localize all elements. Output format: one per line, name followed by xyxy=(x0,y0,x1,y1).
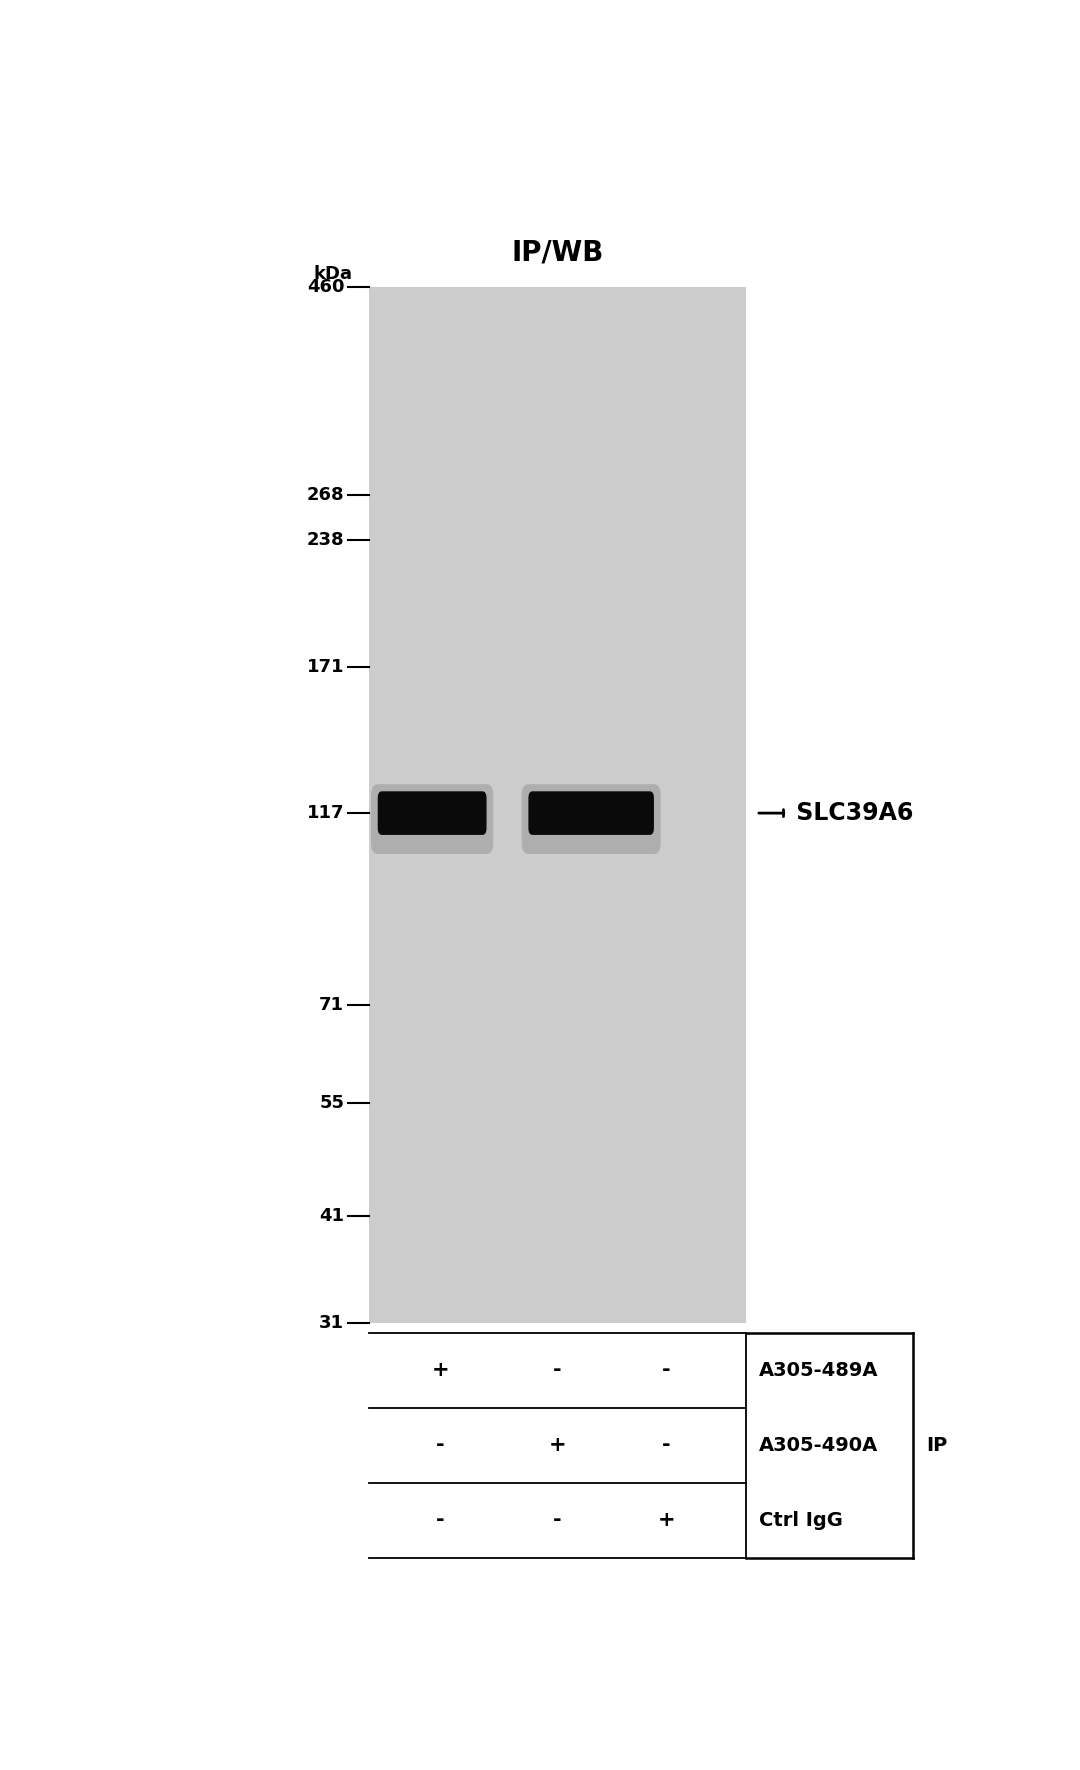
Text: A305-489A: A305-489A xyxy=(758,1361,878,1379)
Text: Ctrl IgG: Ctrl IgG xyxy=(758,1510,842,1529)
Text: 268: 268 xyxy=(307,485,345,504)
Text: -: - xyxy=(436,1510,445,1529)
Text: 55: 55 xyxy=(320,1094,345,1112)
Text: IP: IP xyxy=(926,1435,947,1455)
Text: -: - xyxy=(553,1510,562,1529)
Text: 460: 460 xyxy=(307,278,345,296)
Text: 117: 117 xyxy=(307,804,345,821)
Text: +: + xyxy=(658,1510,675,1529)
Text: kDa: kDa xyxy=(313,266,352,283)
Text: -: - xyxy=(436,1435,445,1455)
Text: -: - xyxy=(662,1359,671,1381)
Text: 41: 41 xyxy=(320,1207,345,1225)
Bar xyxy=(369,287,746,1324)
Text: IP/WB: IP/WB xyxy=(512,239,604,267)
FancyBboxPatch shape xyxy=(372,784,494,853)
Text: 31: 31 xyxy=(320,1313,345,1333)
Text: +: + xyxy=(549,1435,567,1455)
FancyBboxPatch shape xyxy=(522,784,661,853)
Text: SLC39A6: SLC39A6 xyxy=(788,802,914,825)
FancyBboxPatch shape xyxy=(528,791,653,835)
Text: -: - xyxy=(553,1359,562,1381)
Text: A305-490A: A305-490A xyxy=(758,1435,878,1455)
Text: 171: 171 xyxy=(307,658,345,676)
Text: 71: 71 xyxy=(320,997,345,1014)
Text: +: + xyxy=(432,1359,449,1381)
Text: 238: 238 xyxy=(307,531,345,549)
Text: -: - xyxy=(662,1435,671,1455)
FancyBboxPatch shape xyxy=(378,791,486,835)
